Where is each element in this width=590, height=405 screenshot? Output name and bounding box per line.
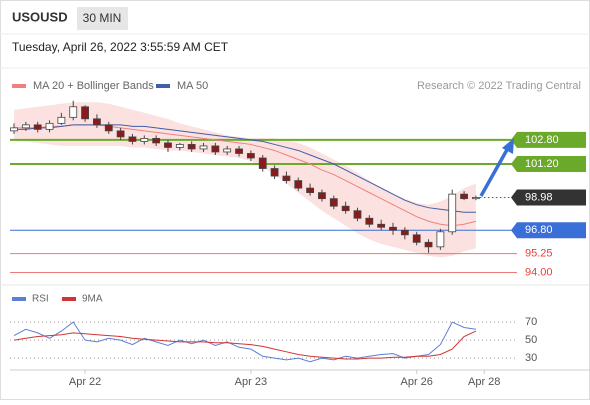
candle-body	[164, 142, 172, 148]
candle-body	[57, 116, 66, 124]
candle-body	[152, 138, 161, 144]
candle-body	[45, 122, 54, 130]
candle-body	[187, 144, 196, 150]
candle-body	[306, 187, 315, 194]
y-tick-label: 50	[525, 334, 537, 346]
candle-body	[69, 106, 78, 118]
y-tick-label: 30	[525, 352, 537, 364]
x-tick-label: Apr 22	[69, 376, 101, 388]
candle-body	[318, 192, 326, 200]
candle-body	[472, 197, 480, 200]
level-label: 96.80	[525, 224, 553, 236]
level-label: 95.25	[525, 248, 553, 260]
candle-body	[353, 210, 362, 219]
candle-body	[128, 136, 137, 142]
candle-body	[104, 124, 113, 132]
candle-body	[424, 241, 433, 248]
rsi-ma-line	[13, 330, 477, 360]
candle-body	[412, 234, 421, 243]
datetime: Tuesday, April 26, 2022 3:55:59 AM CET	[12, 40, 229, 54]
x-tick-label: Apr 26	[400, 376, 432, 388]
candle-body	[33, 124, 42, 130]
candle-body	[341, 205, 350, 212]
candle-body	[400, 229, 409, 236]
symbol: USOUSD	[12, 9, 68, 24]
candle-body	[436, 231, 445, 248]
rsi-line	[13, 321, 476, 363]
level-tag	[511, 222, 586, 239]
x-tick-label: Apr 28	[468, 376, 500, 388]
forecast-arrow	[479, 147, 510, 197]
candle-body	[199, 145, 208, 150]
candle-body	[211, 145, 220, 153]
candle-body	[294, 180, 303, 189]
candle-body	[235, 148, 243, 154]
y-tick-label: 70	[525, 316, 537, 328]
candle-body	[389, 226, 397, 231]
candle-body	[329, 198, 338, 207]
timeframe[interactable]: 30 MIN	[83, 11, 122, 25]
candle-body	[448, 193, 457, 233]
candle-body	[223, 148, 232, 153]
candle-body	[365, 217, 374, 225]
timeframe-button[interactable]	[77, 7, 128, 30]
forecast-arrowhead	[502, 138, 514, 154]
candle-body	[116, 130, 125, 138]
plot: MA 20 + Bollinger Bands MA 50 102.80 101.20…	[10, 80, 586, 388]
level-label: 102.80	[525, 134, 559, 146]
ma50-line	[14, 124, 476, 213]
level-label: 94.00	[525, 266, 553, 278]
candle-body	[81, 106, 89, 120]
candle-body	[258, 157, 267, 169]
level-tag	[511, 131, 586, 148]
legend-label: MA 20 + Bollinger Bands	[33, 80, 154, 92]
candle-body	[140, 138, 149, 142]
candle-body	[377, 223, 386, 228]
legend-label: MA 50	[177, 80, 208, 92]
candle-body	[460, 193, 468, 200]
x-tick-label: Apr 23	[235, 376, 267, 388]
level-label: 101.20	[525, 158, 559, 170]
candle-body	[175, 144, 184, 148]
level-tag	[511, 156, 586, 173]
legend-label: RSI	[32, 294, 49, 305]
legend-label: 9MA	[82, 294, 103, 305]
candle-body	[10, 127, 18, 132]
candle-body	[21, 124, 30, 129]
credit: Research © 2022 Trading Central	[417, 80, 581, 92]
candle-body	[93, 118, 101, 126]
candle-body	[246, 153, 255, 159]
level-label: 98.98	[525, 191, 553, 203]
candle-body	[282, 175, 291, 181]
level-tag	[511, 189, 586, 206]
candle-body	[270, 168, 279, 177]
